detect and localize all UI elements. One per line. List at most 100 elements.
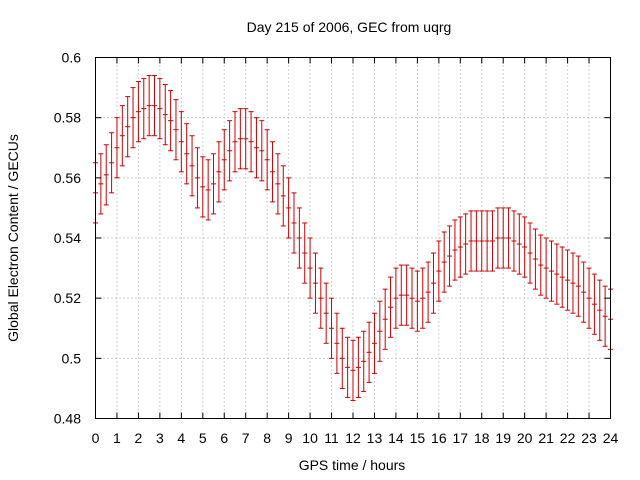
x-tick-labels: 0 1 2 3 4 5 6 7 8 9 10 11 12 13 14 15 16 17 18 19 20 21 22 23 24: [92, 430, 619, 446]
chart-title: Day 215 of 2006, GEC from uqrg: [247, 19, 452, 35]
y-axis-label: Global Electron Content / GECUs: [5, 134, 21, 342]
error-bar: [538, 234, 544, 296]
error-bar: [409, 267, 415, 329]
error-bar: [565, 249, 571, 311]
error-bar: [189, 135, 195, 197]
error-bar: [516, 213, 522, 275]
error-bar: [270, 141, 276, 203]
error-bar: [302, 222, 308, 284]
error-bar: [329, 297, 335, 359]
error-bar: [361, 330, 367, 392]
axis-ticks: [95, 57, 611, 419]
error-bar: [141, 78, 147, 140]
error-bar: [264, 129, 270, 191]
error-bar: [393, 267, 399, 329]
y-tick-label: 0.54: [54, 230, 81, 246]
error-bar: [286, 177, 292, 239]
error-bar: [473, 210, 479, 272]
error-bar: [168, 90, 174, 152]
error-bar: [425, 261, 431, 323]
error-bar: [243, 108, 249, 170]
error-bar: [194, 147, 200, 209]
x-tick-label: 19: [495, 430, 511, 446]
error-bar: [500, 207, 506, 269]
error-bar: [135, 81, 141, 143]
x-tick-label: 20: [517, 430, 533, 446]
y-tick-label: 0.6: [62, 50, 82, 66]
error-bar: [377, 300, 383, 362]
error-bar: [495, 207, 501, 269]
error-bar: [586, 267, 592, 329]
error-bar: [227, 120, 233, 182]
error-bar: [350, 339, 356, 401]
error-bar: [532, 228, 538, 290]
error-bar: [334, 312, 340, 374]
x-tick-label: 5: [199, 430, 207, 446]
y-tick-labels: 0.48 0.5 0.52 0.54 0.56 0.58 0.6: [54, 50, 81, 427]
x-tick-label: 10: [302, 430, 318, 446]
error-bar: [371, 312, 377, 374]
error-bar: [420, 267, 426, 329]
error-bar: [98, 153, 104, 215]
x-axis-label: GPS time / hours: [299, 457, 406, 473]
x-tick-label: 24: [603, 430, 619, 446]
error-bar: [463, 213, 469, 275]
error-bar: [253, 117, 259, 179]
error-bar: [436, 240, 442, 302]
error-bar: [307, 237, 313, 299]
y-tick-label: 0.52: [54, 290, 81, 306]
error-bar: [548, 240, 554, 302]
error-bar: [575, 255, 581, 317]
error-bar: [543, 237, 549, 299]
x-tick-label: 12: [345, 430, 361, 446]
error-bar: [184, 123, 190, 185]
error-bar: [581, 261, 587, 323]
error-bar: [232, 111, 238, 173]
error-bar: [259, 120, 265, 182]
y-tick-label: 0.5: [62, 350, 82, 366]
error-bar: [414, 270, 420, 332]
x-tick-label: 16: [431, 430, 447, 446]
error-bar: [570, 252, 576, 314]
error-bar: [559, 246, 565, 308]
error-bar: [318, 267, 324, 329]
x-tick-label: 18: [474, 430, 490, 446]
error-bar: [248, 111, 254, 173]
error-bar: [404, 264, 410, 326]
error-bars: [93, 75, 613, 401]
error-bar: [237, 108, 243, 170]
x-tick-label: 8: [263, 430, 271, 446]
x-tick-label: 15: [410, 430, 426, 446]
error-bar: [506, 207, 512, 269]
error-bar: [200, 156, 206, 218]
y-tick-label: 0.48: [54, 411, 81, 427]
error-bar: [162, 84, 168, 146]
error-bar: [345, 336, 351, 398]
x-tick-label: 14: [388, 430, 404, 446]
error-bar: [339, 327, 345, 389]
error-bar: [366, 321, 372, 383]
error-bar: [146, 75, 152, 137]
x-tick-label: 17: [453, 430, 469, 446]
x-tick-label: 6: [220, 430, 228, 446]
error-bar: [489, 210, 495, 272]
error-bar: [430, 252, 436, 314]
error-bar: [591, 273, 597, 335]
error-bar: [221, 129, 227, 191]
y-tick-label: 0.56: [54, 170, 81, 186]
error-bar: [398, 264, 404, 326]
error-bar: [511, 210, 517, 272]
x-tick-label: 1: [113, 430, 121, 446]
error-bar: [280, 165, 286, 227]
error-bar: [205, 159, 211, 221]
error-bar: [554, 243, 560, 305]
error-bar: [275, 153, 281, 215]
error-bar: [125, 96, 131, 158]
x-tick-label: 7: [242, 430, 250, 446]
error-bar: [527, 222, 533, 284]
error-bar: [441, 231, 447, 293]
error-bar: [173, 99, 179, 161]
error-bar: [597, 279, 603, 341]
error-bar: [457, 216, 463, 278]
